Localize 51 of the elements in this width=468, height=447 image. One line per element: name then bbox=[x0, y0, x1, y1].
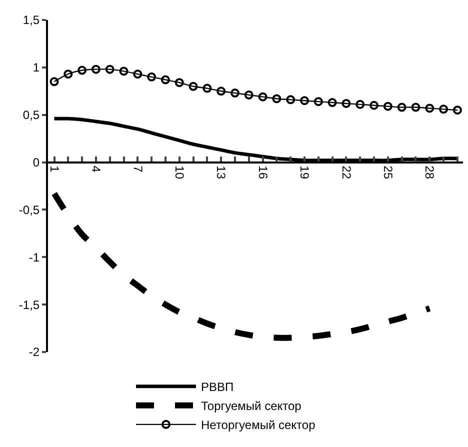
point bbox=[452, 106, 462, 115]
point bbox=[286, 95, 296, 104]
point bbox=[50, 77, 59, 86]
legend-label: Торгуемый сектор bbox=[201, 399, 302, 414]
point bbox=[397, 102, 406, 112]
point bbox=[244, 90, 254, 100]
y-tick-label: -1,5 bbox=[18, 298, 40, 312]
point bbox=[105, 64, 114, 74]
point bbox=[356, 100, 365, 109]
x-tick-label: 4 bbox=[89, 166, 104, 173]
y-tick-label: -2 bbox=[28, 345, 40, 360]
x-tick-label: 19 bbox=[298, 166, 312, 180]
point bbox=[133, 70, 142, 79]
point bbox=[439, 104, 448, 114]
point bbox=[91, 64, 100, 74]
point bbox=[342, 98, 351, 108]
point bbox=[272, 94, 282, 104]
point bbox=[230, 88, 240, 98]
point bbox=[78, 66, 87, 75]
point bbox=[64, 70, 73, 79]
point bbox=[174, 78, 184, 88]
x-tick-label: 22 bbox=[339, 166, 354, 180]
point bbox=[216, 86, 226, 96]
x-tick-label: 10 bbox=[172, 166, 186, 180]
point bbox=[328, 98, 337, 108]
x-tick-label: 1 bbox=[47, 166, 62, 173]
y-tick-label: -0,5 bbox=[18, 202, 40, 217]
legend-label: РВВП bbox=[201, 380, 234, 394]
point bbox=[383, 102, 392, 111]
x-tick-label: 13 bbox=[214, 166, 228, 180]
point bbox=[300, 96, 310, 106]
point bbox=[188, 82, 198, 91]
point bbox=[258, 92, 268, 102]
point bbox=[160, 75, 170, 84]
legend-label: Неторгуемый сектор bbox=[201, 418, 316, 432]
point bbox=[119, 66, 128, 76]
point bbox=[411, 102, 420, 112]
point bbox=[147, 72, 156, 82]
point bbox=[314, 97, 323, 106]
point bbox=[425, 104, 434, 113]
point bbox=[202, 84, 212, 93]
y-tick-label: 1 bbox=[32, 60, 40, 75]
x-tick-label: 7 bbox=[130, 166, 145, 173]
x-tick-label: 28 bbox=[422, 166, 437, 180]
y-tick-label: -1 bbox=[28, 250, 40, 264]
x-tick-label: 25 bbox=[381, 166, 396, 180]
y-tick-label: 0,5 bbox=[22, 108, 40, 122]
y-tick-label: 1,5 bbox=[22, 13, 40, 28]
x-tick-label: 16 bbox=[256, 166, 270, 180]
y-tick-label: 0 bbox=[32, 155, 40, 170]
point bbox=[370, 100, 379, 110]
